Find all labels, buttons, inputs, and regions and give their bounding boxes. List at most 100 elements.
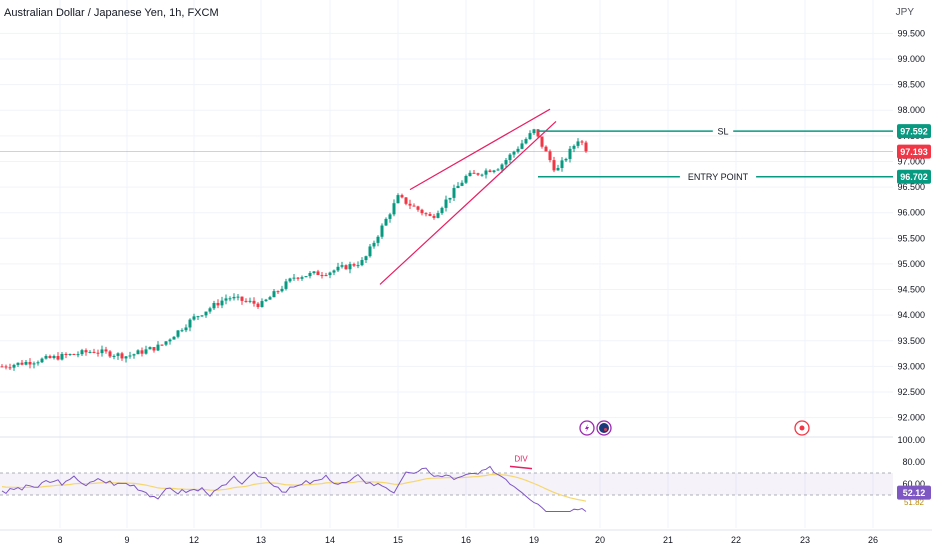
event-dot — [799, 425, 805, 431]
price-tick-label: 99.500 — [897, 28, 925, 38]
candle-body — [156, 344, 160, 351]
time-tick-label: 8 — [57, 535, 62, 545]
price-axis[interactable]: 99.50099.00098.50098.00097.50097.00096.5… — [893, 0, 932, 550]
candle-body — [68, 354, 72, 356]
candle-body — [28, 361, 32, 365]
divergence-line — [509, 465, 533, 470]
candle-body — [88, 351, 92, 353]
candle-body — [348, 264, 352, 270]
candle-body — [56, 355, 60, 360]
candle-body — [392, 203, 396, 215]
entry-price-badge — [897, 169, 931, 184]
candle-body — [328, 272, 332, 276]
candle-body — [228, 298, 232, 300]
rsi-band — [0, 472, 893, 496]
candle-body — [48, 356, 52, 359]
candle-body — [216, 302, 220, 306]
grid — [0, 0, 932, 528]
candle-body — [472, 172, 476, 174]
candle-body — [580, 141, 584, 143]
rsi-ma-line — [1, 474, 587, 502]
candle-body — [204, 311, 208, 316]
candle-body — [220, 300, 224, 306]
price-tick-label: 94.000 — [897, 310, 925, 320]
candle-body — [288, 278, 292, 282]
time-tick-label: 19 — [529, 535, 539, 545]
candle-body — [36, 362, 40, 364]
candle-body — [420, 209, 424, 214]
candle-body — [452, 188, 456, 198]
candle-body — [500, 164, 504, 170]
candle-body — [516, 148, 520, 152]
candle-body — [436, 213, 440, 218]
candle-body — [116, 353, 120, 356]
event-icons[interactable] — [579, 420, 810, 436]
candle-body — [344, 265, 348, 270]
candle-body — [464, 176, 468, 183]
price-tick-label: 96.000 — [897, 208, 925, 218]
candle-body — [412, 205, 416, 207]
price-tick-label: 92.500 — [897, 387, 925, 397]
candle-body — [544, 146, 548, 152]
candle-body — [372, 242, 376, 247]
candle-body — [184, 327, 188, 331]
economic-event-icon[interactable] — [794, 420, 810, 436]
candle-body — [124, 356, 128, 359]
candle-body — [108, 351, 112, 357]
candle-body — [236, 296, 240, 298]
time-tick-label: 21 — [663, 535, 673, 545]
candle-body — [132, 354, 136, 356]
candle-body — [4, 366, 8, 368]
price-tick-label: 93.000 — [897, 361, 925, 371]
price-tick-label: 98.000 — [897, 105, 925, 115]
price-tick-label: 92.000 — [897, 413, 925, 423]
price-tick-label: 96.500 — [897, 182, 925, 192]
time-axis[interactable]: 8 9 12 13 14 15 16 19 20 21 22 23 26 — [0, 529, 932, 545]
price-tick-label: 98.500 — [897, 80, 925, 90]
candle-body — [536, 129, 540, 137]
price-tick-label: 95.000 — [897, 259, 925, 269]
drawings[interactable]: SL ENTRY POINT — [0, 108, 893, 285]
candle-body — [52, 355, 56, 359]
candle-body — [572, 145, 576, 149]
candle-body — [432, 215, 436, 218]
wedge-lower-line[interactable] — [379, 121, 557, 285]
currency-label: JPY — [895, 7, 914, 18]
price-tick-label: 94.500 — [897, 285, 925, 295]
candle-body — [396, 195, 400, 204]
candle-body — [352, 264, 356, 266]
lightning-icon[interactable] — [579, 420, 595, 436]
sl-price-badge-text: 97.592 — [900, 127, 928, 137]
time-tick-label: 16 — [461, 535, 471, 545]
candle-body — [172, 336, 176, 340]
rsi-line — [1, 465, 587, 512]
candle-body — [484, 170, 488, 175]
candle-body — [136, 350, 140, 355]
australia-flag-icon[interactable] — [596, 420, 612, 436]
candle-body — [44, 356, 48, 359]
candle-body — [196, 316, 200, 318]
candle-body — [376, 236, 380, 243]
candle-body — [292, 277, 296, 279]
rsi-tick-label: 80.00 — [902, 457, 925, 467]
price-tick-label: 95.500 — [897, 233, 925, 243]
candle-body — [160, 344, 164, 346]
candle-body — [496, 169, 500, 171]
candle-body — [584, 142, 588, 152]
sl-label: SL — [717, 127, 728, 137]
wedge-upper-line[interactable] — [409, 108, 551, 191]
candle-body — [480, 174, 484, 176]
candle-body — [504, 160, 508, 165]
candle-body — [444, 199, 448, 208]
candle-body — [76, 354, 80, 356]
candle-body — [280, 288, 284, 292]
candle-body — [92, 351, 96, 353]
candle-body — [24, 361, 28, 365]
candle-body — [208, 308, 212, 312]
time-tick-label: 23 — [800, 535, 810, 545]
time-tick-label: 15 — [393, 535, 403, 545]
divergence-label: DIV — [514, 454, 528, 463]
time-tick-label: 22 — [731, 535, 741, 545]
